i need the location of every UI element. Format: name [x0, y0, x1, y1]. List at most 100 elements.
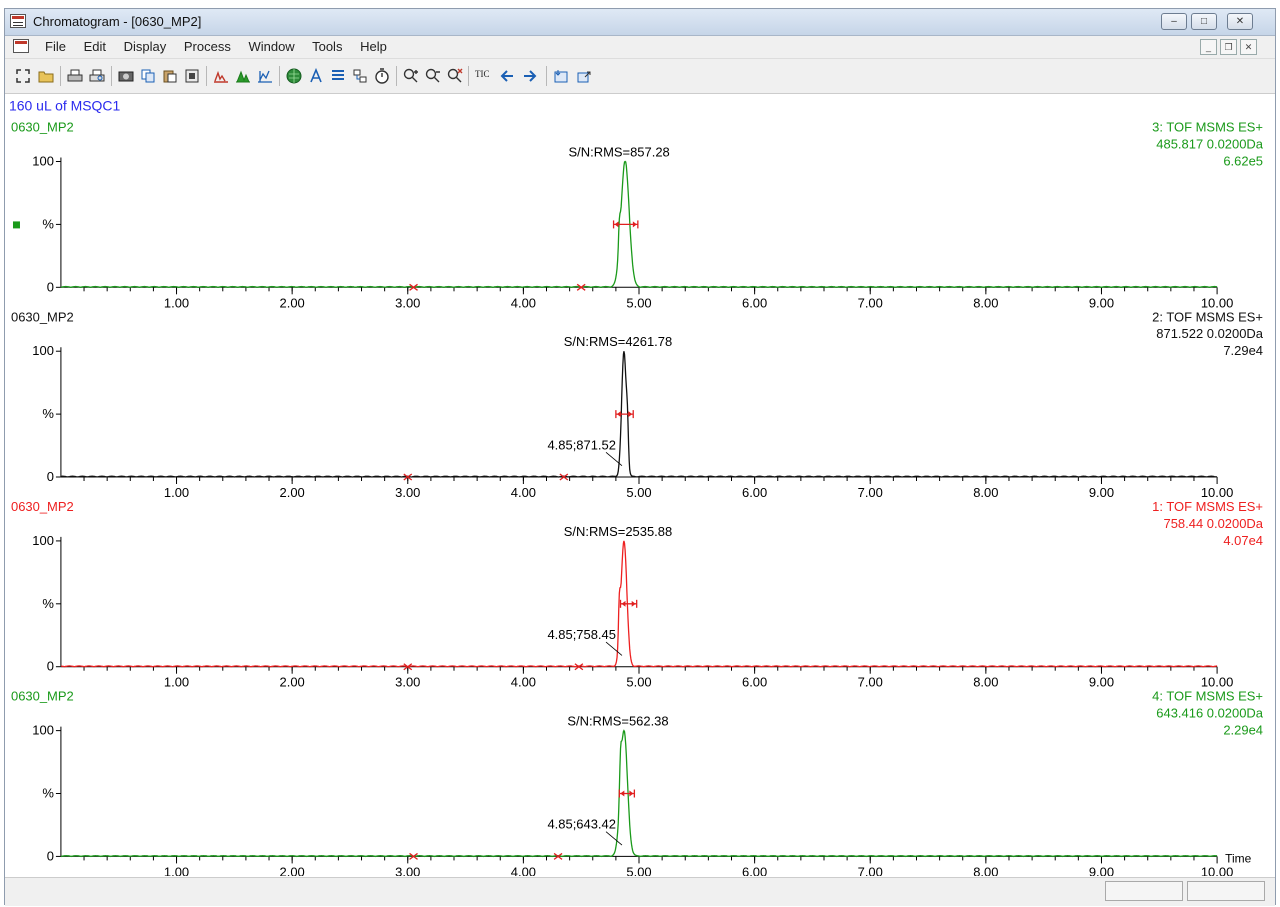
menu-window[interactable]: Window — [248, 39, 295, 54]
x-tick-label: 8.00 — [973, 864, 998, 876]
zoom-reset-icon[interactable] — [447, 68, 463, 84]
spectrum-icon[interactable] — [213, 68, 229, 84]
zoom-out-icon[interactable] — [425, 68, 441, 84]
restore-icon[interactable] — [15, 68, 31, 84]
peak-icon[interactable] — [235, 68, 251, 84]
doc-restore-button[interactable]: ❐ — [1220, 39, 1237, 55]
x-tick-label: 9.00 — [1089, 864, 1114, 876]
panel-sample-name: 0630_MP2 — [11, 499, 74, 514]
y-tick-label: 0 — [47, 279, 54, 294]
x-tick-label: 6.00 — [742, 864, 767, 876]
peak-annotation-leader — [605, 831, 623, 846]
tic-button[interactable]: TIC — [475, 69, 490, 79]
menu-tools[interactable]: Tools — [312, 39, 343, 54]
chromatogram-trace — [60, 160, 1218, 288]
export-icon[interactable] — [576, 68, 592, 84]
x-tick-label: 6.00 — [742, 675, 767, 690]
chromatogram-plots[interactable]: 160 uL of MSQC1 0630_MP2 3: TOF MSMS ES+ 4… — [5, 94, 1275, 876]
text-annotation-icon[interactable] — [308, 68, 324, 84]
x-tick-label: 3.00 — [395, 675, 420, 690]
copy-icon[interactable] — [140, 68, 156, 84]
peak-annotation-label: 4.85;758.45 — [547, 627, 616, 642]
x-tick-label: 6.00 — [742, 295, 767, 310]
maximize-button[interactable]: □ — [1191, 13, 1217, 30]
panel-mass-label: 871.522 0.0200Da — [1156, 326, 1264, 341]
peak-annotation-leader — [605, 452, 623, 466]
x-tick-label: 3.00 — [395, 864, 420, 876]
x-tick-label: 5.00 — [626, 864, 651, 876]
x-tick-label: 4.00 — [511, 485, 536, 500]
menu-edit[interactable]: Edit — [83, 39, 106, 54]
x-tick-label: 1.00 — [164, 485, 189, 500]
y-tick-label: % — [42, 786, 54, 801]
noise-marker — [409, 283, 418, 291]
menu-help[interactable]: Help — [360, 39, 387, 54]
integration-arrow — [621, 600, 636, 607]
peak-annotation-leader — [605, 641, 623, 656]
sn-rms-label: S/N:RMS=2535.88 — [564, 524, 672, 539]
open-folder-icon[interactable] — [38, 68, 54, 84]
panel-function-label: 4: TOF MSMS ES+ — [1152, 689, 1263, 704]
panel-intensity-label: 2.29e4 — [1223, 723, 1263, 738]
clipboard-icon[interactable] — [184, 68, 200, 84]
panel-sample-name: 0630_MP2 — [11, 120, 74, 135]
x-tick-label: 2.00 — [280, 295, 305, 310]
panel-mass-label: 643.416 0.0200Da — [1156, 706, 1264, 721]
chromatogram-trace — [60, 351, 1218, 478]
close-button[interactable]: ✕ — [1227, 13, 1253, 30]
toolbar: TIC — [5, 59, 1275, 94]
x-tick-label: 9.00 — [1089, 485, 1114, 500]
x-tick-label: 1.00 — [164, 864, 189, 876]
noise-marker — [409, 852, 418, 860]
panel-mass-label: 758.44 0.0200Da — [1164, 516, 1264, 531]
paste-icon[interactable] — [162, 68, 178, 84]
chromatogram-trace — [60, 729, 1218, 858]
noise-marker — [403, 473, 413, 481]
globe-icon[interactable] — [286, 68, 302, 84]
x-tick-label: 3.00 — [395, 295, 420, 310]
doc-close-button[interactable]: ✕ — [1240, 39, 1257, 55]
panel-mass-label: 485.817 0.0200Da — [1156, 137, 1264, 152]
x-tick-label: 10.00 — [1201, 295, 1233, 310]
import-icon[interactable] — [553, 68, 569, 84]
menu-display[interactable]: Display — [123, 39, 167, 54]
y-tick-label: 100 — [32, 723, 54, 738]
list-icon[interactable] — [330, 68, 346, 84]
x-tick-label: 2.00 — [280, 864, 305, 876]
copy-image-icon[interactable] — [118, 68, 134, 84]
x-tick-label: 7.00 — [858, 864, 883, 876]
sample-description: 160 uL of MSQC1 — [9, 98, 121, 114]
print-icon[interactable] — [67, 68, 83, 84]
x-tick-label: 7.00 — [858, 295, 883, 310]
x-tick-label: 10.00 — [1201, 485, 1233, 500]
doc-minimize-button[interactable]: _ — [1200, 39, 1217, 55]
y-tick-label: 100 — [32, 154, 54, 169]
zoom-in-icon[interactable] — [403, 68, 419, 84]
noise-marker — [576, 283, 586, 291]
menu-file[interactable]: File — [45, 39, 66, 54]
peak-annotation-label: 4.85;643.42 — [547, 817, 616, 832]
x-tick-label: 5.00 — [626, 485, 651, 500]
x-tick-label: 2.00 — [280, 675, 305, 690]
menu-process[interactable]: Process — [183, 39, 231, 54]
x-tick-label: 8.00 — [973, 675, 998, 690]
arrow-right-icon[interactable] — [522, 68, 538, 84]
x-tick-label: 5.00 — [626, 675, 651, 690]
status-panel-2 — [1187, 881, 1265, 901]
noise-marker — [403, 663, 413, 671]
minimize-button[interactable]: – — [1161, 13, 1187, 30]
panel-function-label: 3: TOF MSMS ES+ — [1152, 120, 1263, 135]
x-tick-label: 2.00 — [280, 485, 305, 500]
arrow-left-icon[interactable] — [499, 68, 515, 84]
timer-icon[interactable] — [374, 68, 390, 84]
integrate-icon[interactable] — [257, 68, 273, 84]
panel-sample-name: 0630_MP2 — [11, 689, 74, 704]
document-icon[interactable] — [13, 39, 29, 53]
x-tick-label: 3.00 — [395, 485, 420, 500]
panel-sample-name: 0630_MP2 — [11, 309, 74, 324]
app-icon[interactable] — [10, 14, 26, 28]
chart-link-icon[interactable] — [352, 68, 368, 84]
title-bar[interactable]: Chromatogram - [0630_MP2] – □ ✕ — [5, 9, 1275, 36]
print-preview-icon[interactable] — [89, 68, 105, 84]
y-tick-label: 100 — [32, 533, 54, 548]
